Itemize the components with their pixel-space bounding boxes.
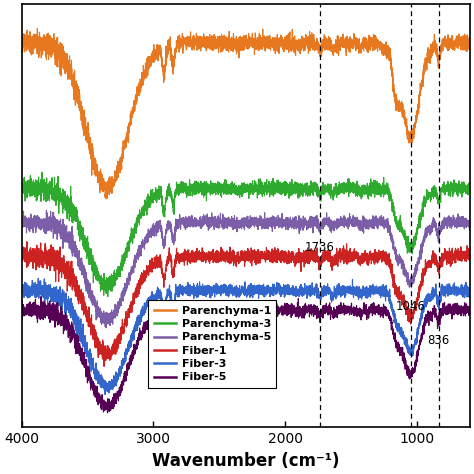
Line: Fiber-5: Fiber-5 <box>22 297 470 413</box>
Fiber-3 <box>254 286 260 292</box>
Fiber-5 <box>55 300 61 305</box>
Parenchyma-3 <box>254 185 260 191</box>
Line: Fiber-1: Fiber-1 <box>22 242 470 366</box>
X-axis label: Wavenumber (cm⁻¹): Wavenumber (cm⁻¹) <box>152 452 339 470</box>
Parenchyma-1 <box>279 42 284 47</box>
Parenchyma-1 <box>19 33 25 38</box>
Fiber-3 <box>19 289 25 294</box>
Parenchyma-1 <box>254 43 260 49</box>
Fiber-3 <box>32 280 38 285</box>
Line: Fiber-3: Fiber-3 <box>22 278 470 394</box>
Text: 836: 836 <box>428 334 450 347</box>
Parenchyma-1 <box>32 34 38 39</box>
Parenchyma-1 <box>35 26 40 31</box>
Fiber-3 <box>102 392 108 397</box>
Fiber-5 <box>254 306 260 311</box>
Parenchyma-3 <box>467 185 473 191</box>
Fiber-5 <box>275 311 281 317</box>
Parenchyma-1 <box>55 55 61 61</box>
Fiber-3 <box>141 305 147 310</box>
Fiber-3 <box>275 280 281 286</box>
Fiber-3 <box>279 290 284 295</box>
Parenchyma-1 <box>141 70 147 76</box>
Fiber-5 <box>141 326 147 331</box>
Parenchyma-3 <box>279 185 284 191</box>
Text: 1736: 1736 <box>305 241 335 254</box>
Parenchyma-5 <box>467 219 473 225</box>
Fiber-5 <box>467 306 473 312</box>
Parenchyma-5 <box>279 220 284 226</box>
Parenchyma-5 <box>103 325 109 331</box>
Parenchyma-1 <box>467 33 473 39</box>
Parenchyma-3 <box>55 191 61 197</box>
Text: 1046: 1046 <box>396 301 426 313</box>
Parenchyma-5 <box>141 243 147 248</box>
Parenchyma-1 <box>104 196 109 201</box>
Line: Parenchyma-5: Parenchyma-5 <box>22 210 470 328</box>
Fiber-3 <box>55 291 61 297</box>
Parenchyma-3 <box>275 185 281 191</box>
Parenchyma-3 <box>105 294 110 300</box>
Fiber-1 <box>55 249 61 255</box>
Line: Parenchyma-3: Parenchyma-3 <box>22 173 470 297</box>
Fiber-3 <box>467 289 473 295</box>
Parenchyma-5 <box>44 208 49 213</box>
Fiber-1 <box>279 251 284 257</box>
Parenchyma-3 <box>32 182 38 188</box>
Fiber-5 <box>38 294 44 300</box>
Parenchyma-3 <box>141 204 147 210</box>
Fiber-1 <box>141 269 147 274</box>
Parenchyma-3 <box>39 170 45 175</box>
Fiber-5 <box>32 306 38 312</box>
Parenchyma-5 <box>254 221 260 227</box>
Fiber-1 <box>101 364 107 369</box>
Legend: Parenchyma-1, Parenchyma-3, Parenchyma-5, Fiber-1, Fiber-3, Fiber-5: Parenchyma-1, Parenchyma-3, Parenchyma-5… <box>148 300 276 388</box>
Fiber-5 <box>105 410 110 416</box>
Fiber-1 <box>19 258 25 264</box>
Fiber-1 <box>254 250 260 256</box>
Parenchyma-5 <box>275 219 281 225</box>
Parenchyma-1 <box>275 41 281 46</box>
Line: Parenchyma-1: Parenchyma-1 <box>22 28 470 199</box>
Fiber-1 <box>33 249 38 255</box>
Fiber-5 <box>279 306 284 312</box>
Parenchyma-3 <box>19 186 25 192</box>
Fiber-5 <box>19 308 25 313</box>
Fiber-1 <box>275 249 281 255</box>
Parenchyma-5 <box>32 216 38 222</box>
Fiber-1 <box>467 258 473 264</box>
Parenchyma-5 <box>55 224 61 229</box>
Fiber-1 <box>24 239 30 245</box>
Parenchyma-5 <box>19 225 25 230</box>
Fiber-3 <box>36 275 41 281</box>
